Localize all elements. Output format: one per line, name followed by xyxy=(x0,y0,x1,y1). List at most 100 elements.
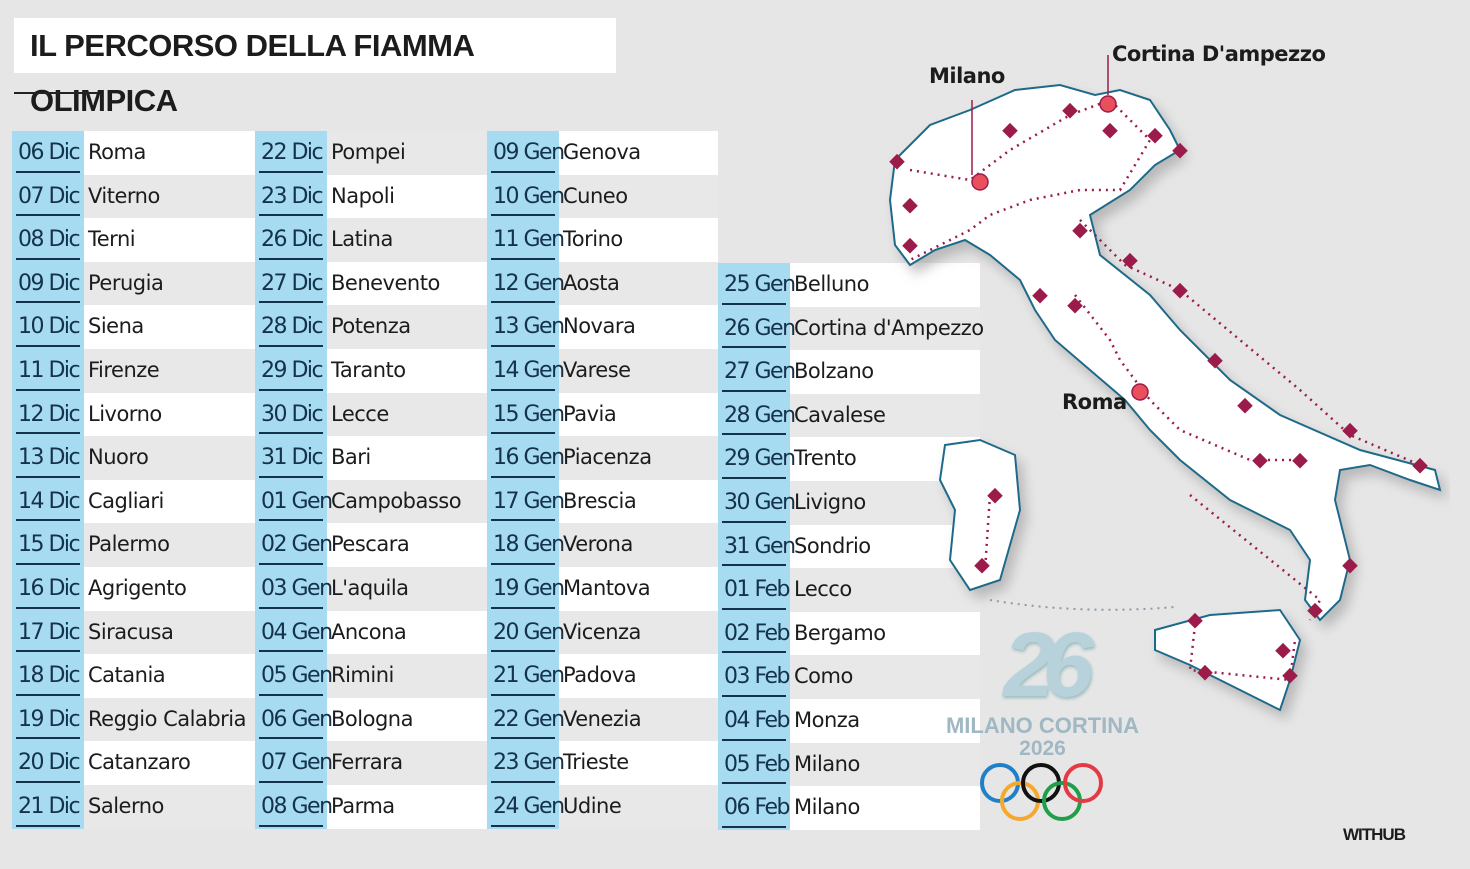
schedule-column-2: 22 Dic Pompei 23 Dic Napoli 26 Dic Latina 27 D… xyxy=(255,131,487,829)
stage-date: 14 Gen xyxy=(487,348,565,393)
stage-city: Udine xyxy=(559,784,718,829)
table-row: 27 Gen Bolzano xyxy=(718,350,981,394)
table-row: 11 Gen Torino xyxy=(487,218,718,262)
table-row: 09 Gen Genova xyxy=(487,131,718,175)
table-row: 16 Gen Piacenza xyxy=(487,436,718,480)
table-row: 31 Dic Bari xyxy=(255,436,487,480)
table-row: 31 Gen Sondrio xyxy=(718,524,981,569)
italy-map-graphic xyxy=(888,55,1442,712)
table-row: 30 Dic Lecce xyxy=(255,392,487,437)
stage-city: Venezia xyxy=(559,697,718,742)
stage-city: Viterno xyxy=(84,174,255,219)
stage-date: 28 Gen xyxy=(718,393,796,438)
stage-city: Siena xyxy=(84,305,255,349)
table-row: 27 Dic Benevento xyxy=(255,261,487,306)
stage-city: Napoli xyxy=(327,174,487,219)
table-row: 10 Dic Siena xyxy=(12,305,255,349)
stage-city: Varese xyxy=(559,348,718,393)
stage-city: Livorno xyxy=(84,392,255,437)
table-row: 13 Gen Novara xyxy=(487,305,718,349)
stage-city: Reggio Calabria xyxy=(84,697,255,742)
stage-date: 08 Gen xyxy=(255,784,333,829)
table-row: 15 Dic Palermo xyxy=(12,523,255,567)
table-row: 09 Dic Perugia xyxy=(12,261,255,306)
logo-mark: 26 xyxy=(1003,614,1093,716)
stage-date: 23 Gen xyxy=(487,741,565,785)
stage-city: Nuoro xyxy=(84,436,255,480)
stage-city: Bologna xyxy=(327,697,487,742)
stage-date: 10 Gen xyxy=(487,174,565,219)
stage-city: Catanzaro xyxy=(84,741,255,785)
logo-year: 2026 xyxy=(1019,737,1066,760)
stage-date: 06 Dic xyxy=(12,131,84,175)
stage-date: 15 Gen xyxy=(487,392,565,437)
table-row: 19 Gen Mantova xyxy=(487,566,718,611)
stage-date: 06 Feb xyxy=(718,786,790,830)
stage-city: Agrigento xyxy=(84,566,255,611)
stage-city: Perugia xyxy=(84,261,255,306)
mainland xyxy=(888,83,1442,622)
stage-city: Catania xyxy=(84,654,255,698)
table-row: 23 Dic Napoli xyxy=(255,174,487,219)
table-row: 26 Dic Latina xyxy=(255,218,487,262)
stage-date: 09 Gen xyxy=(487,131,565,175)
logo-name: MILANO CORTINA xyxy=(945,713,1140,738)
stage-city: Bergamo xyxy=(790,611,980,656)
stage-date: 23 Dic xyxy=(255,174,327,219)
map-label-roma: Roma xyxy=(1062,390,1127,414)
table-row: 23 Gen Trieste xyxy=(487,741,718,785)
stage-date: 02 Gen xyxy=(255,523,333,567)
stage-date: 18 Dic xyxy=(12,654,84,698)
stage-city: Latina xyxy=(327,218,487,262)
table-row: 30 Gen Livigno xyxy=(718,480,981,525)
stage-city: Milano xyxy=(790,742,980,787)
stage-city: Bolzano xyxy=(790,350,980,394)
table-row: 08 Gen Parma xyxy=(255,784,487,829)
italy-map xyxy=(850,40,1450,744)
stage-date: 20 Gen xyxy=(487,610,565,655)
stage-date: 17 Dic xyxy=(12,610,84,655)
stage-city: Firenze xyxy=(84,348,255,393)
stage-date: 08 Dic xyxy=(12,218,84,262)
schedule-column-1: 06 Dic Roma 07 Dic Viterno 08 Dic Terni 09 Dic… xyxy=(12,131,255,829)
table-row: 14 Dic Cagliari xyxy=(12,479,255,524)
stage-date: 05 Feb xyxy=(718,742,790,787)
stage-date: 12 Gen xyxy=(487,261,565,306)
stage-city: Potenza xyxy=(327,305,487,349)
table-row: 24 Gen Udine xyxy=(487,784,718,829)
stage-city: Como xyxy=(790,655,980,699)
table-row: 02 Gen Pescara xyxy=(255,523,487,567)
stage-city: Sondrio xyxy=(790,524,980,569)
stage-date: 01 Feb xyxy=(718,568,790,612)
stage-date: 05 Gen xyxy=(255,654,333,698)
table-row: 16 Dic Agrigento xyxy=(12,566,255,611)
pin-icons xyxy=(971,55,1149,401)
stage-city: Campobasso xyxy=(327,479,487,524)
stage-city: Ferrara xyxy=(327,741,487,785)
stage-city: Piacenza xyxy=(559,436,718,480)
stage-city: Monza xyxy=(790,698,980,743)
stage-date: 25 Gen xyxy=(718,263,796,307)
schedule-column-3: 09 Gen Genova 10 Gen Cuneo 11 Gen Torino 12 Ge… xyxy=(487,131,718,829)
stage-city: Lecce xyxy=(327,392,487,437)
stage-date: 30 Gen xyxy=(718,480,796,525)
table-row: 28 Gen Cavalese xyxy=(718,393,981,438)
stage-date: 16 Dic xyxy=(12,566,84,611)
stage-date: 03 Gen xyxy=(255,566,333,611)
table-row: 22 Gen Venezia xyxy=(487,697,718,742)
sicily xyxy=(1154,608,1302,712)
stage-date: 06 Gen xyxy=(255,697,333,742)
table-row: 14 Gen Varese xyxy=(487,348,718,393)
table-row: 12 Dic Livorno xyxy=(12,392,255,437)
stage-date: 31 Gen xyxy=(718,524,796,569)
stage-date: 04 Feb xyxy=(718,698,790,743)
stage-city: Milano xyxy=(790,786,980,830)
table-row: 06 Gen Bologna xyxy=(255,697,487,742)
stage-date: 03 Feb xyxy=(718,655,790,699)
stage-city: Roma xyxy=(84,131,255,175)
stage-date: 26 Dic xyxy=(255,218,327,262)
stage-date: 30 Dic xyxy=(255,392,327,437)
stage-city: Pompei xyxy=(327,131,487,175)
stage-date: 13 Gen xyxy=(487,305,565,349)
stage-city: Salerno xyxy=(84,784,255,829)
